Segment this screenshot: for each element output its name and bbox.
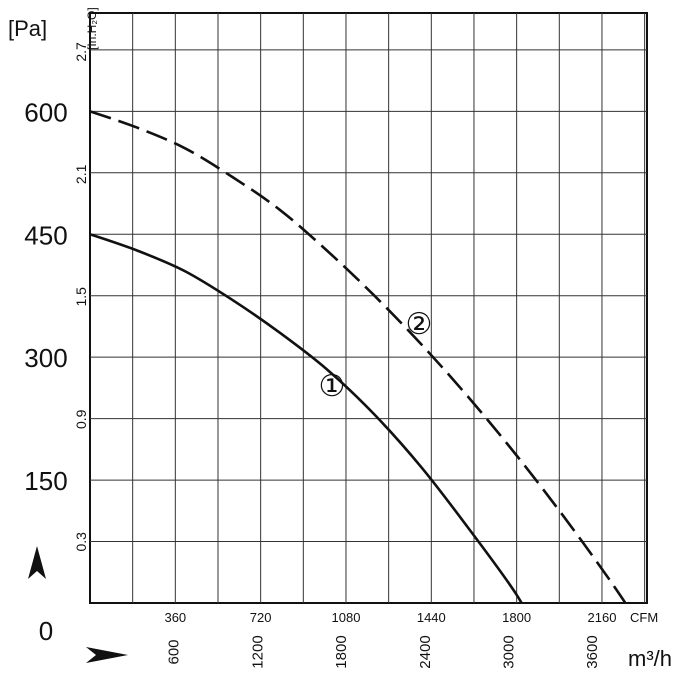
up-arrow-icon	[28, 546, 46, 579]
tick-labels: 0 150 300 450 600 0.3 0.9 1.5 2.1 2.7 360 720 1080 14…	[24, 42, 616, 669]
chart-grid	[89, 12, 648, 604]
right-axis-tick-label: 2.7	[73, 42, 89, 62]
left-axis-tick-label: 600	[24, 97, 67, 127]
series-1-label: ①	[319, 370, 346, 403]
x-axis-m3h-tick-label: 2400	[417, 635, 434, 668]
left-axis-tick-label: 0	[39, 616, 53, 646]
curves-layer	[90, 110, 627, 603]
x-axis-m3h-tick-label: 1800	[333, 635, 350, 668]
right-arrow-icon	[86, 647, 128, 663]
right-axis-tick-label: 2.1	[73, 164, 89, 184]
x-axis-cfm-tick-label: 1800	[502, 610, 531, 625]
series-2-label: ②	[406, 308, 433, 341]
x-axis-m3h-tick-label: 3000	[501, 635, 518, 668]
plot-frame	[89, 12, 648, 604]
left-axis-unit-label: [Pa]	[8, 16, 47, 41]
right-axis-unit-label: [In.H₂O]	[85, 7, 99, 50]
x-axis-cfm-tick-label: 1080	[332, 610, 361, 625]
series-1-curve	[90, 233, 524, 603]
x-axis-m3h-unit-label: m³/h	[628, 646, 672, 671]
x-axis-m3h-tick-label: 600	[166, 639, 183, 664]
series-2-curve	[90, 110, 627, 603]
right-axis-tick-label: 0.3	[73, 532, 89, 552]
x-axis-cfm-unit-label: CFM	[630, 610, 658, 625]
x-axis-cfm-tick-label: 720	[250, 610, 272, 625]
left-axis-tick-label: 150	[24, 466, 67, 496]
left-axis-tick-label: 450	[24, 220, 67, 250]
x-axis-cfm-tick-label: 360	[164, 610, 186, 625]
left-axis-tick-label: 300	[24, 343, 67, 373]
x-axis-m3h-tick-label: 3600	[584, 635, 601, 668]
x-axis-cfm-tick-label: 2160	[588, 610, 617, 625]
right-axis-tick-label: 1.5	[73, 287, 89, 307]
x-axis-cfm-tick-label: 1440	[417, 610, 446, 625]
x-axis-m3h-tick-label: 1200	[249, 635, 266, 668]
right-axis-tick-label: 0.9	[73, 409, 89, 429]
